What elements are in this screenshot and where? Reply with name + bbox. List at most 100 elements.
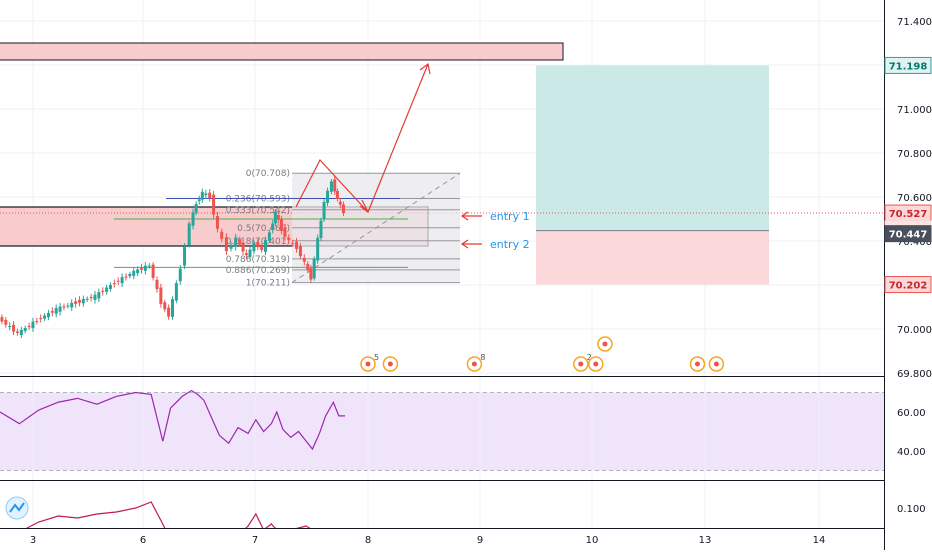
candle-body [220,231,224,239]
candle-body [81,298,85,304]
projection-arrows[interactable] [295,62,431,214]
time-tick-label: 14 [813,535,826,546]
candle-body [276,215,280,220]
target-zone[interactable] [536,65,769,231]
candle-body [101,290,105,292]
candle-body [74,301,78,304]
stop-zone[interactable] [536,230,769,285]
candle-body [15,331,19,333]
time-tick-label: 6 [140,535,146,546]
candle-body [244,253,248,256]
fib-level-label: 1(70.211) [246,279,290,289]
candle-body [54,308,58,314]
candle-body [291,243,295,245]
candle-body [128,274,132,277]
entry-arrowhead [460,239,469,249]
rsi-line [0,389,345,451]
time-tick-label: 8 [365,535,371,546]
rsi-band [0,392,884,471]
candle-body [271,223,275,230]
price-candles [0,175,345,339]
event-badge-dot [694,361,700,367]
candle-body [120,277,124,284]
candle-body [212,194,216,215]
price-tag-label: 70.527 [889,209,928,220]
candle-body [4,319,8,325]
candle-body [147,265,151,267]
candle-body [204,193,208,196]
candle-body [341,204,345,214]
price-axis-background [884,0,932,550]
price-tag [884,56,932,74]
candle-body [267,232,271,241]
time-tick-label: 9 [477,535,483,546]
candle-body [309,268,313,280]
candle-body [335,190,339,199]
entry-label[interactable]: entry 2 [490,238,530,251]
candle-body [316,237,320,261]
candle-body [229,244,233,249]
candle-body [319,220,323,238]
event-badge-dot [578,361,584,367]
candle-body [31,321,35,329]
candle-body [155,279,159,290]
tradingview-logo[interactable] [5,496,29,520]
fib-level-label: 0(70.708) [246,169,290,179]
price-tick-label: 70.600 [897,193,932,204]
price-tick-label: 69.800 [897,369,932,380]
candle-body [50,311,54,313]
candle-body [338,201,342,205]
candle-body [329,181,333,192]
price-tag [884,225,932,243]
event-badge-dot [602,341,608,347]
candle-body [116,280,120,282]
rsi-tick-label: 40.00 [897,447,926,458]
candle-body [197,199,201,201]
entry-label[interactable]: entry 1 [490,210,530,223]
time-tick-label: 3 [30,535,36,546]
candle-body [85,298,89,300]
event-badges[interactable]: 5 8 2 [360,336,725,372]
candle-body [333,179,337,192]
candle-body [283,227,287,237]
fib-level-label: 0.5(70.460) [237,224,290,234]
time-axis-background [0,528,884,550]
price-tick-label: 71.400 [897,17,932,28]
candle-body [77,299,81,303]
candle-body [215,216,219,229]
candle-body [62,306,66,308]
candle-body [256,241,260,248]
candle-body [224,237,228,252]
candle-body [306,263,310,271]
osc-tick-label: 0.100 [897,504,926,515]
candle-body [124,276,128,278]
candle-body [194,204,198,213]
candle-body [183,246,187,266]
candle-body [295,241,299,249]
price-tag-label: 70.447 [889,230,928,241]
candle-body [260,245,264,251]
projection-path[interactable] [295,63,429,214]
fib-level-label: 0.786(70.319) [226,255,290,265]
supply-zone-rectangle[interactable] [0,42,564,61]
candle-body [279,219,283,231]
entry-annotations[interactable]: entry 1 entry 2 [460,210,530,251]
price-tick-label: 70.400 [897,237,932,248]
candle-body [97,292,101,299]
candle-body [58,306,62,312]
candle-body [178,268,182,282]
candle-body [326,190,330,203]
candle-body [234,237,238,247]
candle-body [200,191,204,200]
candle-body [12,324,16,332]
fib-retracement[interactable]: 0(70.708) 0.236(70.593)0.333(70.542) 0.5(7… [114,169,461,289]
candle-body [8,326,12,328]
logo-mark [9,502,25,513]
price-tag-label: 70.202 [889,281,928,292]
candle-body [132,270,136,276]
candle-body [89,297,93,299]
candle-body [139,267,143,270]
